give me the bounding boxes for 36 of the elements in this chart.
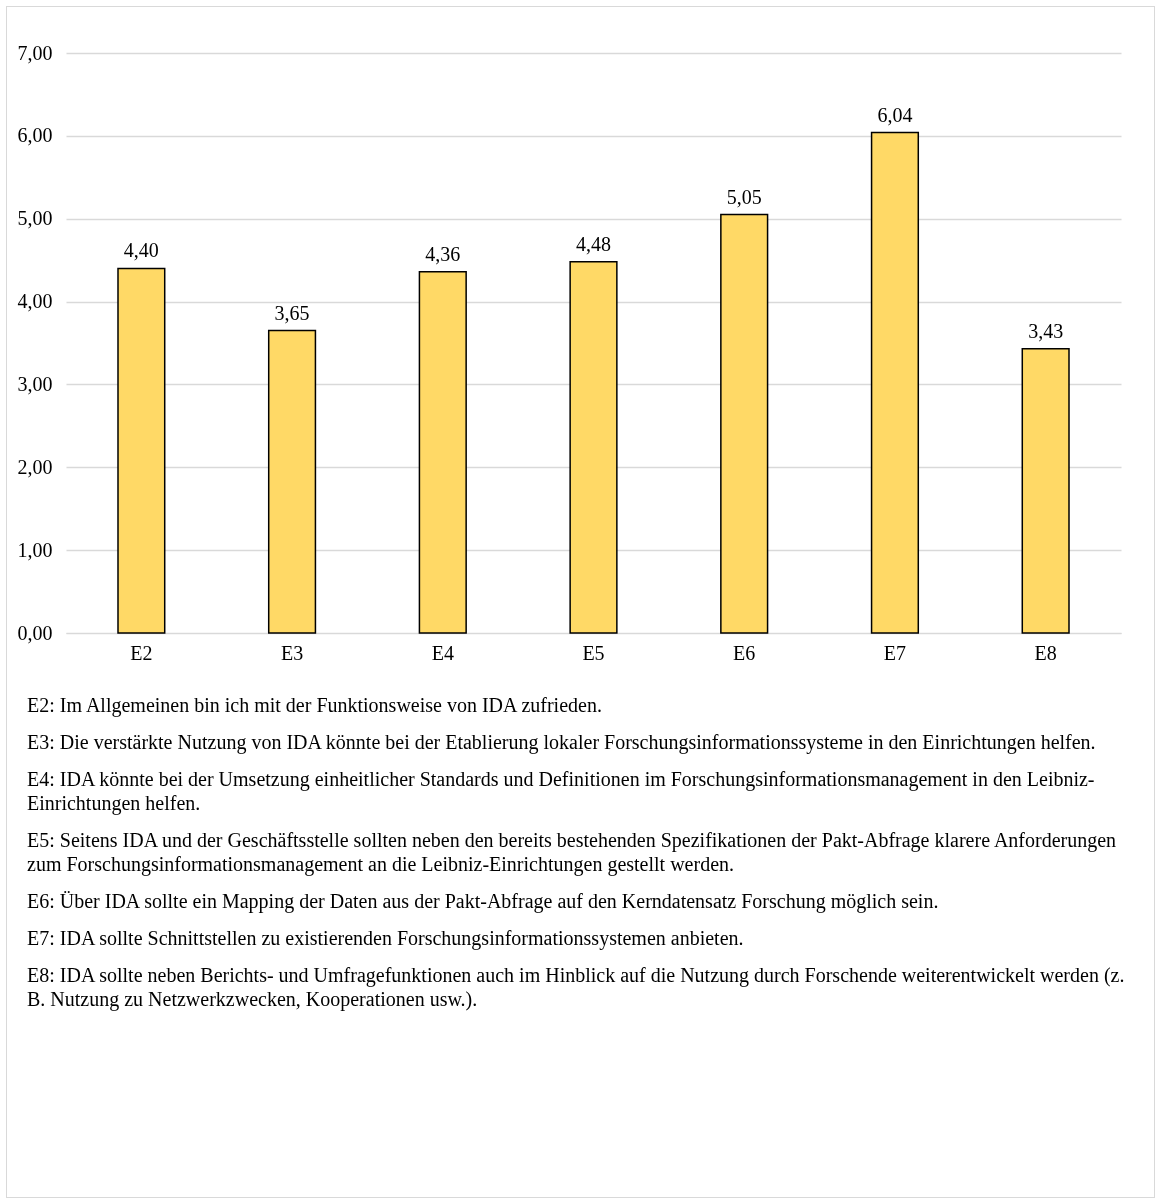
x-tick-label: E5 bbox=[582, 641, 605, 664]
x-tick-label: E8 bbox=[1034, 641, 1057, 664]
data-label: 4,36 bbox=[425, 242, 461, 265]
text: E2: Im Allgemeinen bin ich mit der Funktionsweise von IDA zufrieden. bbox=[27, 693, 603, 717]
x-tick-label: E2 bbox=[130, 641, 153, 664]
y-tick-label: 0,00 bbox=[17, 621, 53, 644]
data-label: 6,04 bbox=[877, 103, 913, 126]
text: E8: IDA sollte neben Berichts- und Umfragefunktionen auch im Hinblick auf die Nutzung durch Forschende weiterentwickelt werden (z. B. Nutzung zu Netzwerkzwecken, Kooperationen usw.). bbox=[27, 963, 1126, 1011]
text: E4: IDA könnte bei der Umsetzung einheitlicher Standards und Definitionen im Forschungsinformationsmanagement in den Leibniz-Einrichtungen helfen. bbox=[27, 767, 1096, 815]
text: E6: Über IDA sollte ein Mapping der Daten aus der Pakt-Abfrage auf den Kerndatensatz Forschung möglich sein. bbox=[27, 889, 940, 913]
data-label: 4,48 bbox=[576, 232, 611, 255]
y-tick-label: 5,00 bbox=[17, 207, 53, 230]
y-tick-label: 4,00 bbox=[17, 290, 53, 313]
data-label: 5,05 bbox=[726, 185, 762, 208]
x-tick-label: E6 bbox=[733, 641, 756, 664]
bar bbox=[267, 329, 317, 634]
bar bbox=[569, 261, 618, 634]
data-label: 4,40 bbox=[123, 239, 159, 262]
text: E7: IDA sollte Schnittstellen zu existierenden Forschungsinformationssystemen anbieten. bbox=[27, 926, 745, 950]
x-tick-label: E7 bbox=[883, 641, 907, 664]
bar bbox=[720, 213, 769, 634]
data-label: 3,65 bbox=[274, 301, 310, 324]
y-tick-label: 7,00 bbox=[17, 41, 53, 64]
bar bbox=[418, 270, 467, 634]
text: E5: Seitens IDA und der Geschäftsstelle sollten neben den bereits bestehenden Spezifikationen der Pakt-Abfrage klarere Anforderungen zum Forschungsinformationsmanagement an die Leibniz-Einrichtungen gestellt werden. bbox=[27, 828, 1118, 876]
x-tick-label: E3 bbox=[280, 641, 304, 664]
bar bbox=[870, 131, 920, 634]
text: E3: Die verstärkte Nutzung von IDA könnte bei der Etablierung lokaler Forschungsinformationssysteme in den Einrichtungen helfen. bbox=[27, 730, 1097, 754]
x-tick-label: E4 bbox=[431, 641, 454, 664]
y-tick-label: 6,00 bbox=[17, 124, 53, 147]
bar bbox=[117, 267, 166, 634]
y-tick-label: 3,00 bbox=[17, 372, 53, 395]
data-label: 3,43 bbox=[1028, 319, 1064, 342]
y-tick-label: 1,00 bbox=[17, 538, 53, 561]
y-tick-label: 2,00 bbox=[17, 455, 53, 478]
bar bbox=[1021, 348, 1070, 634]
